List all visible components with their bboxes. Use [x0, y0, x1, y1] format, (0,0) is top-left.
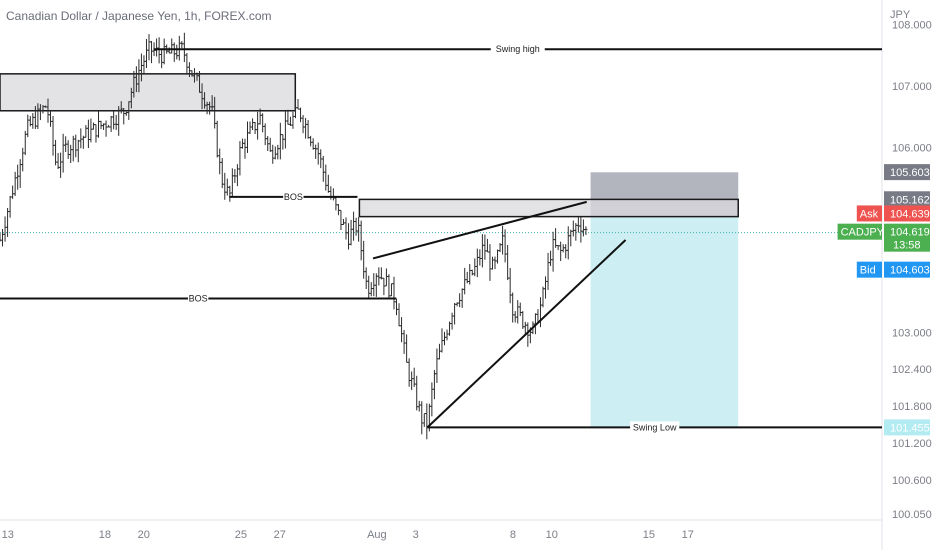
y-tick-label: 108.000 — [892, 20, 932, 32]
zone-box — [358, 198, 739, 218]
y-tick-label: 102.400 — [892, 364, 932, 376]
zone-box — [0, 73, 297, 112]
price-tag-countdown: 13:58 — [893, 240, 921, 252]
level-label-bg — [283, 190, 304, 203]
price-tag-name: Ask — [860, 208, 879, 220]
trendline — [372, 200, 587, 260]
level-label: BOS — [189, 293, 208, 303]
level-label-bg — [490, 43, 545, 56]
x-tick-label: 20 — [138, 529, 150, 541]
level-label: BOS — [284, 192, 303, 202]
price-tag-entry — [884, 191, 930, 208]
price-tag-target — [884, 419, 930, 436]
price-tag-bid — [884, 261, 930, 278]
price-tag-name-bg — [837, 223, 882, 240]
y-tick-label: 100.050 — [892, 509, 932, 521]
x-tick-label: 13 — [2, 529, 14, 541]
level-label: Swing high — [496, 44, 540, 54]
x-tick-label: 15 — [643, 529, 655, 541]
target-zone — [590, 216, 739, 428]
price-tag-value: 104.603 — [890, 265, 930, 277]
x-tick-label: 18 — [99, 529, 111, 541]
x-tick-label: 25 — [235, 529, 247, 541]
price-tag-name: CADJPY — [841, 227, 885, 239]
ohlc-bars — [0, 32, 588, 440]
level-label-bg — [187, 292, 209, 305]
price-tag-stop — [884, 164, 930, 181]
price-tag-price — [884, 223, 930, 252]
x-tick-label: 3 — [413, 529, 419, 541]
price-tag-value: 101.455 — [890, 422, 930, 434]
currency-label: JPY — [890, 9, 911, 21]
trendline — [426, 239, 627, 429]
price-tag-ask — [884, 205, 930, 222]
x-tick-label: 8 — [510, 529, 516, 541]
x-tick-label: 27 — [274, 529, 286, 541]
x-tick-label: Aug — [367, 529, 387, 541]
price-tag-value: 105.603 — [890, 167, 930, 179]
y-tick-label: 107.000 — [892, 81, 932, 93]
x-tick-label: 10 — [546, 529, 558, 541]
x-tick-label: 17 — [682, 529, 694, 541]
y-tick-label: 101.200 — [892, 438, 932, 450]
price-tag-value: 105.162 — [890, 194, 930, 206]
y-tick-label: 101.800 — [892, 401, 932, 413]
level-label-bg — [630, 421, 680, 434]
y-tick-label: 100.600 — [892, 475, 932, 487]
price-tag-name: Bid — [860, 265, 876, 277]
price-tag-value: 104.639 — [890, 208, 930, 220]
price-tag-name-bg — [856, 205, 882, 222]
y-tick-label: 103.000 — [892, 327, 932, 339]
chart-title: Canadian Dollar / Japanese Yen, 1h, FORE… — [6, 9, 272, 23]
price-tag-name-bg — [856, 261, 882, 278]
level-label: Swing Low — [633, 422, 677, 432]
price-tag-value: 104.619 — [890, 227, 930, 239]
y-tick-label: 106.000 — [892, 143, 932, 155]
